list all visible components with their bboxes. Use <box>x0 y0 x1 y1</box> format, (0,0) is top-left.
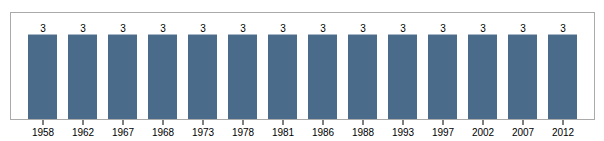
svg-text:3: 3 <box>200 23 206 34</box>
svg-text:3: 3 <box>240 23 246 34</box>
svg-text:3: 3 <box>480 23 486 34</box>
svg-text:1988: 1988 <box>352 127 375 138</box>
svg-text:3: 3 <box>280 23 286 34</box>
svg-text:3: 3 <box>360 23 366 34</box>
svg-text:1997: 1997 <box>432 127 455 138</box>
svg-text:3: 3 <box>80 23 86 34</box>
svg-text:2007: 2007 <box>512 127 535 138</box>
svg-text:3: 3 <box>400 23 406 34</box>
svg-text:2012: 2012 <box>552 127 575 138</box>
svg-text:3: 3 <box>520 23 526 34</box>
svg-text:1993: 1993 <box>392 127 415 138</box>
svg-text:3: 3 <box>120 23 126 34</box>
svg-text:1968: 1968 <box>152 127 175 138</box>
svg-text:3: 3 <box>440 23 446 34</box>
svg-text:1986: 1986 <box>312 127 335 138</box>
svg-text:1973: 1973 <box>192 127 215 138</box>
svg-text:1958: 1958 <box>32 127 55 138</box>
svg-text:1962: 1962 <box>72 127 95 138</box>
svg-text:2002: 2002 <box>472 127 495 138</box>
svg-text:3: 3 <box>40 23 46 34</box>
svg-text:3: 3 <box>320 23 326 34</box>
svg-text:3: 3 <box>160 23 166 34</box>
svg-text:1967: 1967 <box>112 127 135 138</box>
svg-text:1978: 1978 <box>232 127 255 138</box>
svg-text:1981: 1981 <box>272 127 295 138</box>
svg-text:3: 3 <box>560 23 566 34</box>
